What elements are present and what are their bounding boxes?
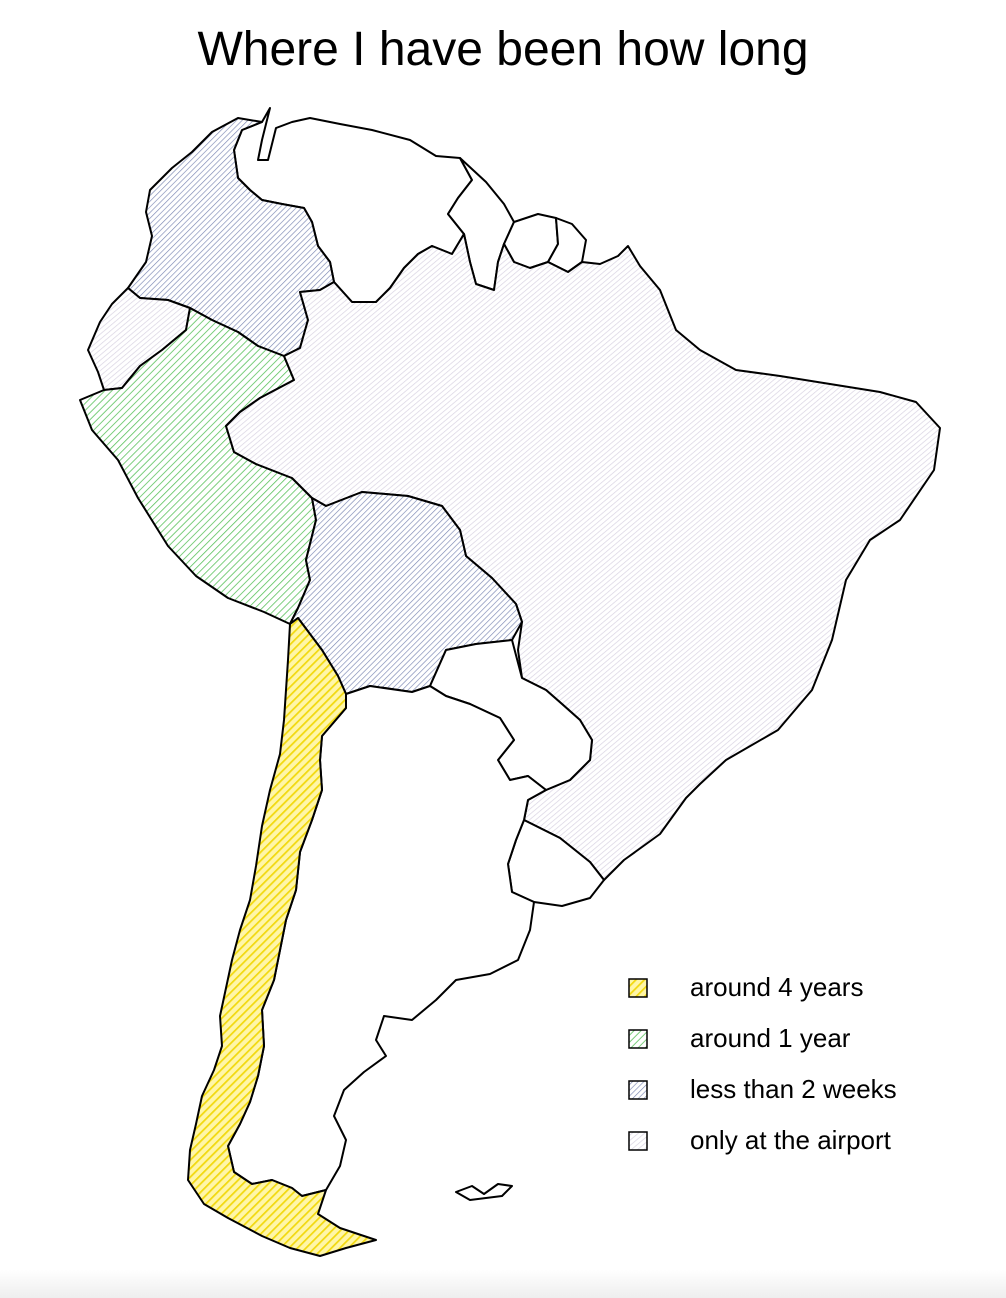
legend-item-less-than-2-weeks: less than 2 weeks: [628, 1064, 897, 1115]
legend-swatch-only-at-the-airport: [628, 1130, 648, 1151]
legend-swatch-around-1-year: [628, 1028, 648, 1049]
legend-swatch-less-than-2-weeks: [628, 1079, 648, 1100]
map-title: Where I have been how long: [197, 23, 809, 76]
legend-item-only-at-the-airport: only at the airport: [628, 1115, 897, 1166]
legend-label: less than 2 weeks: [690, 1074, 897, 1104]
map-legend: around 4 years around 1 year less than 2…: [628, 962, 897, 1166]
south-america-map: [79, 107, 941, 1257]
legend-label: only at the airport: [690, 1125, 891, 1155]
region-falklands: [455, 1183, 513, 1201]
legend-label: around 1 year: [690, 1023, 851, 1053]
region-chile: [187, 617, 377, 1257]
legend-item-around-4-years: around 4 years: [628, 962, 897, 1013]
legend-swatch-around-4-years: [628, 977, 648, 998]
bottom-bar: [0, 1270, 1006, 1298]
legend-item-around-1-year: around 1 year: [628, 1013, 897, 1064]
legend-label: around 4 years: [690, 972, 864, 1002]
